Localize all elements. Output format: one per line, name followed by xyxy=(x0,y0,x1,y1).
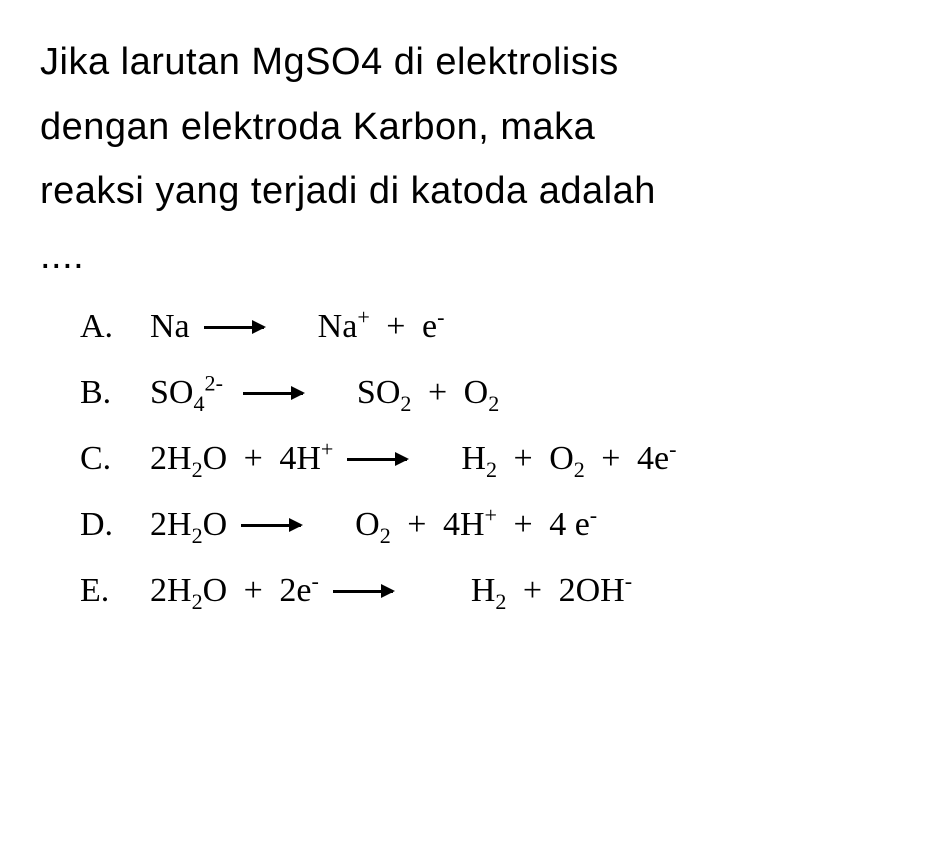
arrow-icon xyxy=(243,392,303,395)
option-letter-e: E. xyxy=(80,572,150,610)
option-letter-a: A. xyxy=(80,308,150,346)
option-equation-d: 2H2O O2 + 4H+ + 4 e- xyxy=(150,506,597,544)
lhs-e: 2H2O + 2e- xyxy=(150,572,319,610)
question-line-3: reaksi yang terjadi di katoda adalah xyxy=(40,170,656,212)
question-line-4: .... xyxy=(40,235,84,277)
option-b: B. SO42- SO2 + O2 xyxy=(80,374,908,412)
option-letter-c: C. xyxy=(80,440,150,478)
option-equation-e: 2H2O + 2e- H2 + 2OH- xyxy=(150,572,632,610)
option-equation-c: 2H2O + 4H+ H2 + O2 + 4e- xyxy=(150,440,676,478)
option-a: A. Na Na+ + e- xyxy=(80,308,908,346)
arrow-icon xyxy=(204,326,264,329)
question-line-1: Jika larutan MgSO4 di elektrolisis xyxy=(40,41,619,83)
question-line-2: dengan elektroda Karbon, maka xyxy=(40,106,595,148)
rhs-a: Na+ + e- xyxy=(318,308,445,346)
lhs-d: 2H2O xyxy=(150,506,227,544)
rhs-d: O2 + 4H+ + 4 e- xyxy=(355,506,597,544)
option-equation-a: Na Na+ + e- xyxy=(150,308,444,346)
arrow-icon xyxy=(333,590,393,593)
question-stem: Jika larutan MgSO4 di elektrolisis denga… xyxy=(40,30,908,288)
lhs-b: SO42- xyxy=(150,374,223,412)
option-e: E. 2H2O + 2e- H2 + 2OH- xyxy=(80,572,908,610)
option-letter-b: B. xyxy=(80,374,150,412)
rhs-c: H2 + O2 + 4e- xyxy=(461,440,676,478)
lhs-c: 2H2O + 4H+ xyxy=(150,440,333,478)
lhs-a: Na xyxy=(150,308,190,346)
rhs-b: SO2 + O2 xyxy=(357,374,499,412)
option-d: D. 2H2O O2 + 4H+ + 4 e- xyxy=(80,506,908,544)
option-equation-b: SO42- SO2 + O2 xyxy=(150,374,499,412)
options-list: A. Na Na+ + e- B. SO42- SO2 + O2 C. 2H2O… xyxy=(40,308,908,610)
arrow-icon xyxy=(347,458,407,461)
rhs-e: H2 + 2OH- xyxy=(471,572,632,610)
arrow-icon xyxy=(241,524,301,527)
option-c: C. 2H2O + 4H+ H2 + O2 + 4e- xyxy=(80,440,908,478)
option-letter-d: D. xyxy=(80,506,150,544)
